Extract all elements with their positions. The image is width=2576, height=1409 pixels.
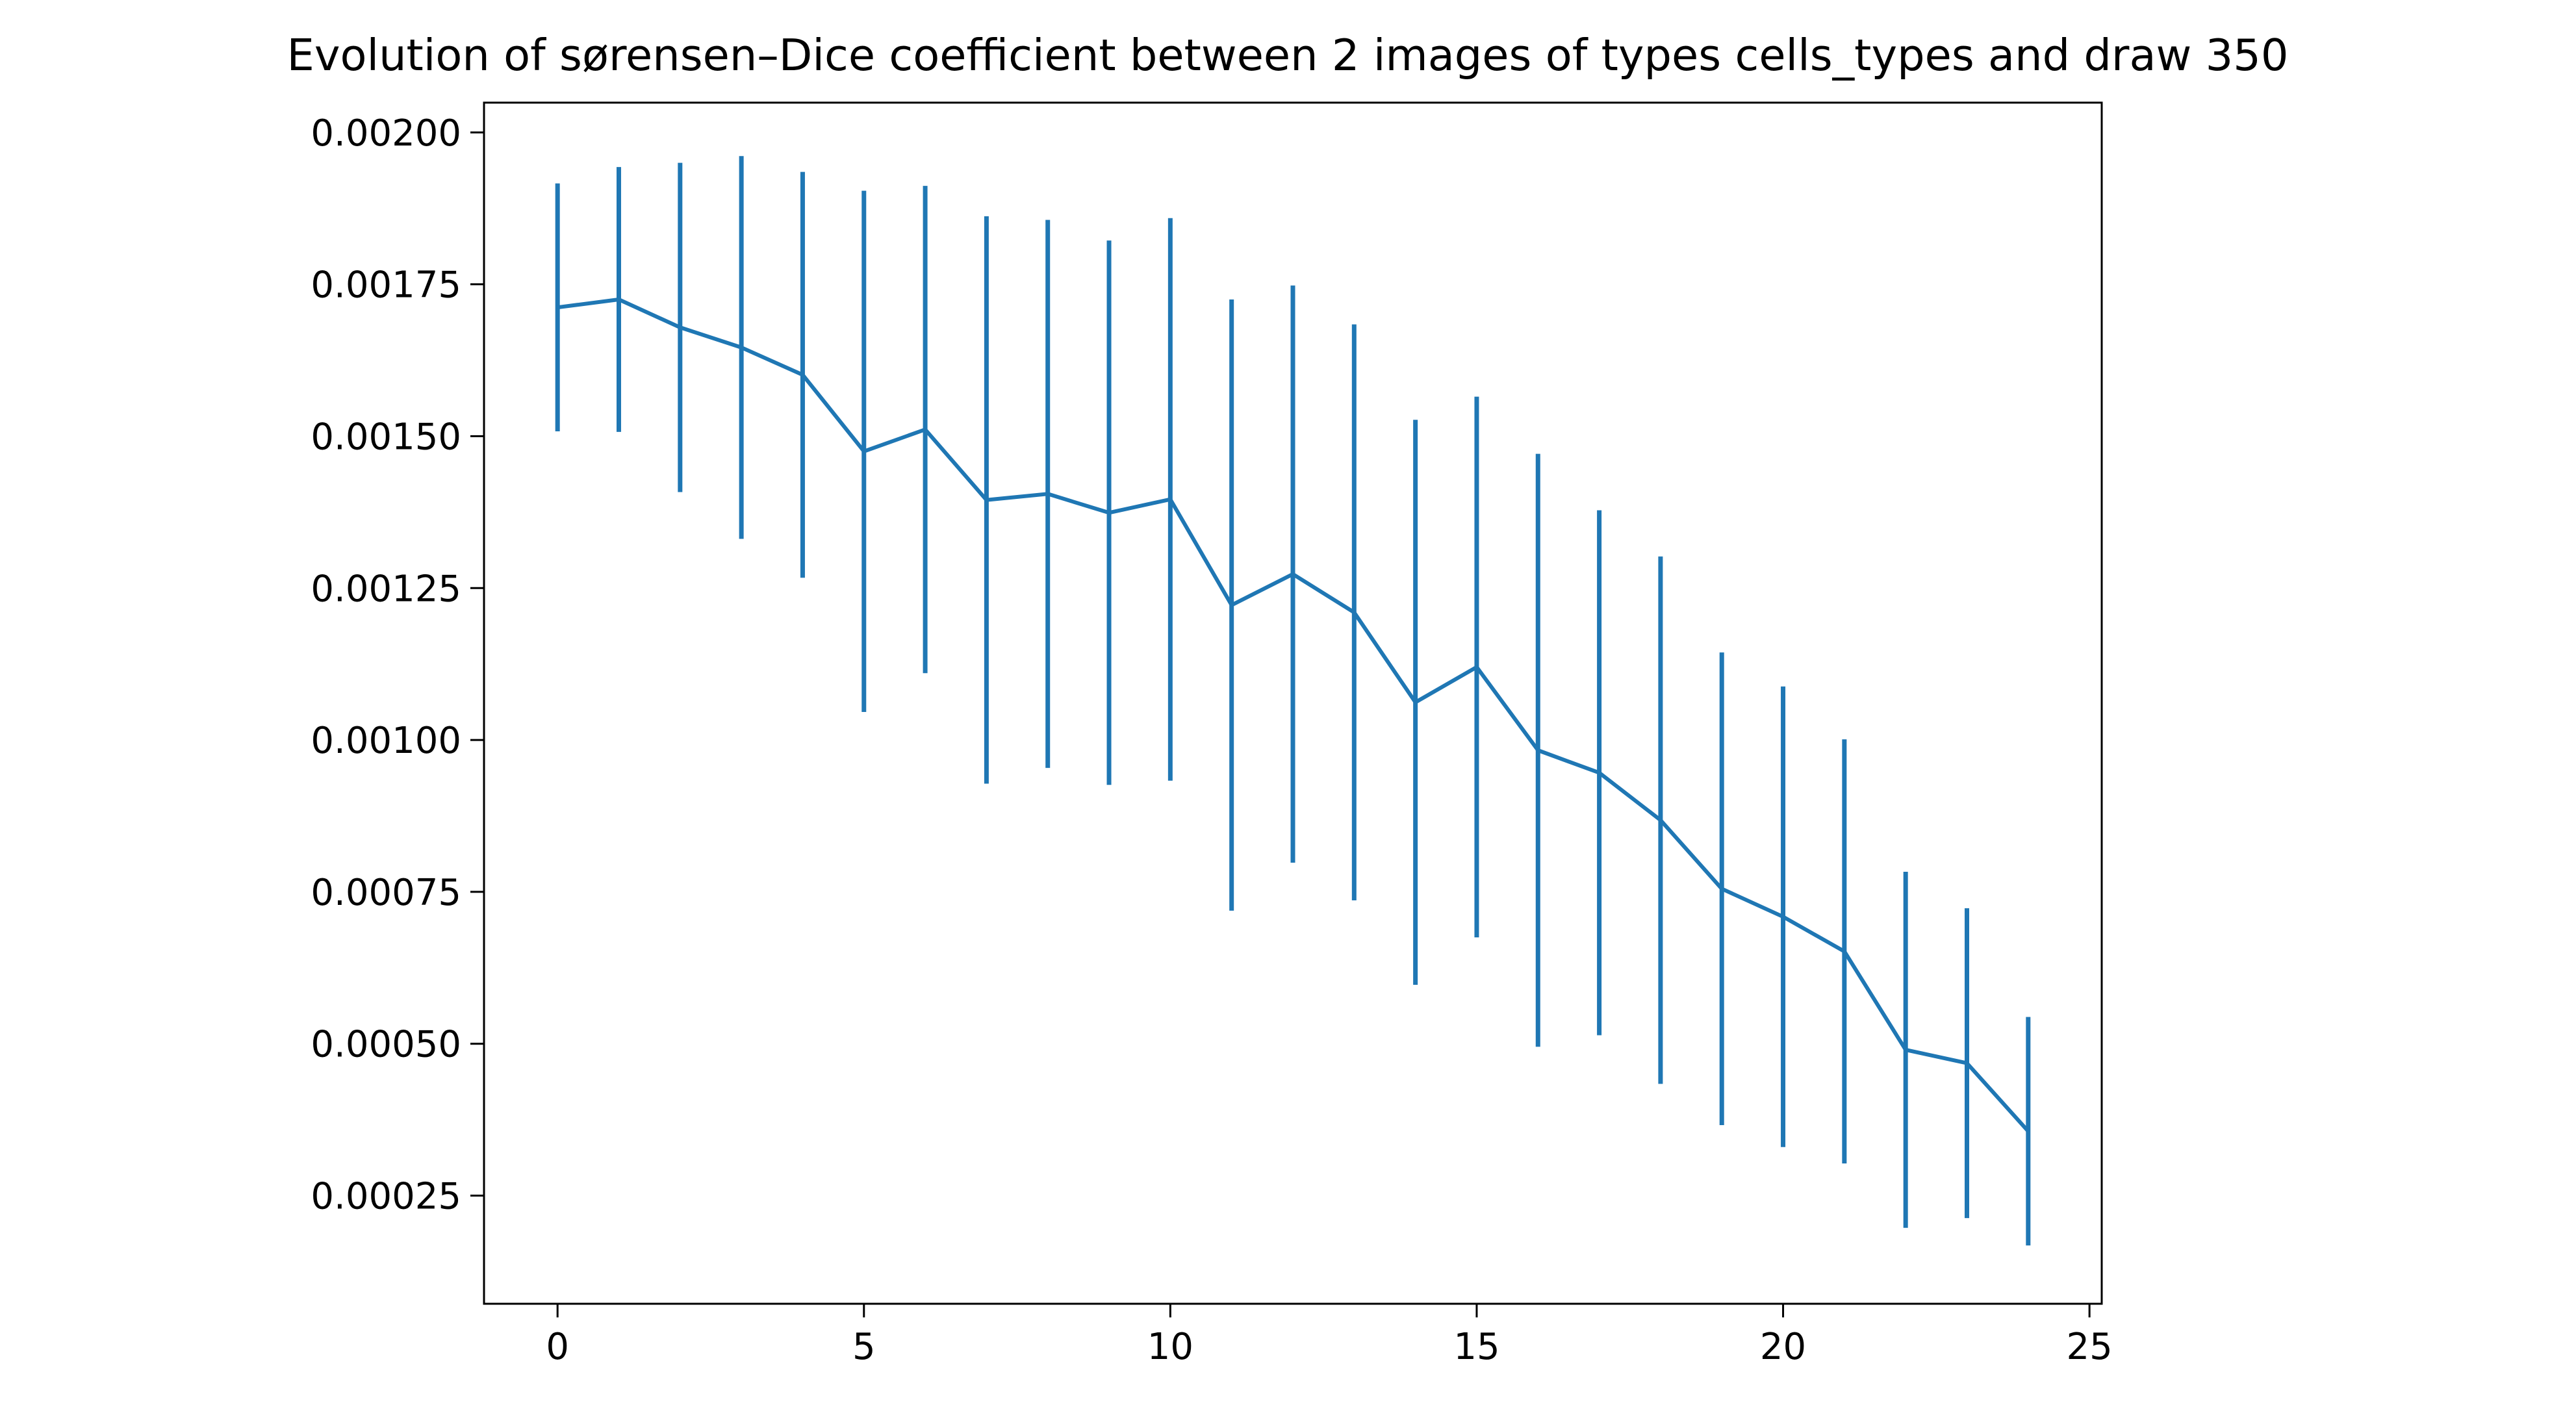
y-tick-label: 0.00075	[311, 872, 461, 914]
y-tick-label: 0.00025	[311, 1176, 461, 1218]
plot-frame	[483, 101, 2103, 1305]
y-axis: 0.00025 0.00050 0.00075 0.00100 0.00125 0.001…	[311, 112, 484, 1218]
series-line	[557, 298, 2030, 1133]
plot-area	[483, 101, 2103, 1305]
x-axis: 0 5 10 15 20 25	[546, 1304, 2113, 1368]
x-tick-label: 25	[2067, 1326, 2113, 1368]
x-tick-label: 0	[546, 1326, 569, 1368]
x-tick-label: 20	[1760, 1326, 1806, 1368]
chart-title: Evolution of sørensen–Dice coefficient b…	[287, 30, 2288, 81]
x-tick-label: 10	[1147, 1326, 1193, 1368]
y-tick-label: 0.00100	[311, 720, 461, 762]
y-tick-label: 0.00050	[311, 1024, 461, 1066]
x-tick-label: 5	[852, 1326, 876, 1368]
y-tick-label: 0.00200	[311, 112, 461, 155]
y-tick-label: 0.00125	[311, 568, 461, 610]
y-tick-label: 0.00150	[311, 416, 461, 458]
y-tick-label: 0.00175	[311, 264, 461, 307]
x-tick-label: 15	[1453, 1326, 1499, 1368]
